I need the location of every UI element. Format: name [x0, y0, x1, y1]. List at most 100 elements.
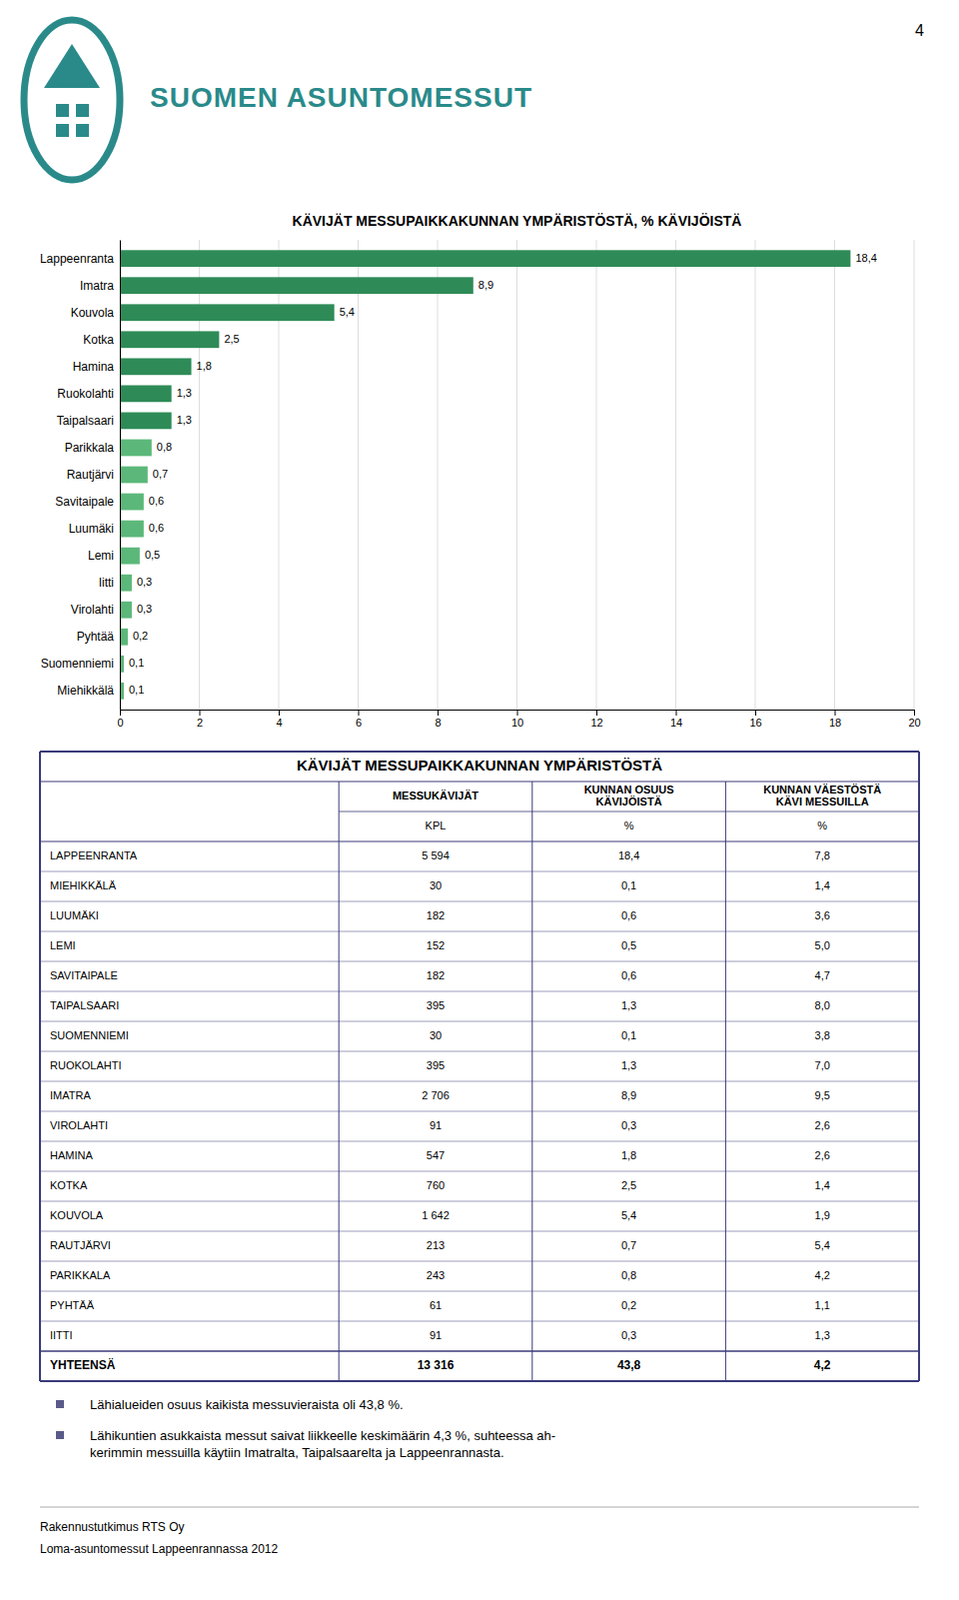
table-cell: 2,6	[815, 1118, 831, 1131]
bar	[119, 303, 335, 321]
table-cell: 4,2	[815, 1268, 831, 1281]
table-cell: 0,3	[621, 1118, 637, 1131]
table-cell: 7,8	[815, 849, 831, 862]
y-tick: Kotka	[82, 332, 120, 347]
x-tick: 14	[670, 709, 683, 729]
bar	[119, 330, 219, 348]
table-rule	[39, 1260, 920, 1262]
logo-window	[75, 123, 89, 137]
x-axis: 02468101214161820	[116, 709, 921, 729]
table-cell: 182	[426, 968, 445, 981]
table-cell: KOUVOLA	[49, 1208, 104, 1221]
footer-text: Loma-asuntomessut Lappeenrannassa 2012	[39, 1541, 278, 1556]
data-label: 8,9	[478, 278, 494, 291]
table-cell: 547	[426, 1148, 445, 1161]
table-rule	[39, 1140, 920, 1142]
bar	[119, 249, 851, 267]
y-tick-label: Taipalsaari	[56, 413, 114, 428]
bar	[119, 520, 144, 538]
table-cell: 5,0	[815, 939, 831, 952]
bar	[119, 439, 152, 457]
data-label: 0,6	[148, 521, 164, 534]
table-cell: 61	[429, 1298, 442, 1311]
table-rule	[39, 1080, 920, 1082]
table-cell: 91	[429, 1328, 442, 1341]
y-tick-label: Kouvola	[70, 305, 115, 320]
data-label: 18,4	[855, 251, 877, 264]
table-column-rule	[531, 781, 533, 1381]
table-cell: 0,1	[621, 879, 637, 892]
page-number: 4	[915, 21, 925, 39]
table-cell: 0,6	[621, 909, 637, 922]
x-tick: 2	[196, 709, 203, 729]
table-cell: 30	[429, 879, 442, 892]
x-tick-label: 10	[511, 716, 524, 729]
bar	[119, 493, 144, 511]
table-cell: 0,7	[621, 1238, 637, 1251]
table-rule	[39, 1110, 920, 1112]
y-tick-label: Savitaipale	[54, 494, 114, 509]
table-cell: 0,6	[621, 968, 637, 981]
table-cell: LAPPEENRANTA	[49, 849, 138, 862]
table-cell: 0,5	[621, 939, 637, 952]
grid	[119, 239, 915, 710]
y-tick-label: Virolahti	[70, 602, 114, 617]
table-cell: HAMINA	[49, 1148, 93, 1161]
y-tick: Savitaipale	[54, 494, 120, 509]
table-header: KUNNAN OSUUSKÄVIJÖISTÄ	[584, 783, 675, 808]
grid-line	[516, 239, 518, 710]
table-cell: 1,4	[815, 1178, 831, 1191]
table-cell: 1,9	[815, 1208, 831, 1221]
bars	[119, 249, 851, 699]
grid-line	[357, 239, 359, 710]
table-rule	[39, 781, 920, 783]
table-cell: 1,3	[815, 1328, 831, 1341]
table-cell: LEMI	[49, 939, 76, 952]
y-tick: Iitti	[98, 575, 120, 590]
bullets: Lähialueiden osuus kaikista messuvierais…	[55, 1396, 556, 1460]
bar	[119, 547, 140, 565]
y-tick-label: Kotka	[82, 332, 114, 347]
table-cell: 7,0	[815, 1058, 831, 1071]
data-labels: 18,48,95,42,51,81,31,30,80,70,60,60,50,3…	[128, 251, 878, 697]
table-total-cell: 13 316	[417, 1357, 455, 1372]
logo-window	[55, 103, 69, 117]
table-column-rule	[918, 751, 921, 1381]
table-cell: 91	[429, 1118, 442, 1131]
x-tick-mark	[596, 709, 598, 716]
table-cell: 760	[426, 1178, 445, 1191]
table: KÄVIJÄT MESSUPAIKKAKUNNAN YMPÄRISTÖSTÄME…	[39, 751, 920, 1381]
x-tick: 4	[275, 709, 282, 729]
table-cell: 2,5	[621, 1178, 637, 1191]
y-tick-label: Pyhtää	[76, 629, 115, 644]
footer-rule	[39, 1506, 920, 1508]
bullet-line: Lähikuntien asukkaista messut saivat lii…	[89, 1427, 556, 1443]
table-header-line: KÄVI MESSUILLA	[776, 795, 870, 808]
y-tick-label: Parikkala	[64, 440, 115, 455]
x-tick-mark	[914, 709, 916, 716]
table-cell: 182	[426, 909, 445, 922]
data-label: 0,1	[128, 683, 144, 696]
x-tick-label: 18	[829, 716, 842, 729]
table-cell: 9,5	[815, 1088, 831, 1101]
table-cell: 5,4	[815, 1238, 831, 1251]
table-cell: 3,6	[815, 909, 831, 922]
table-cell: KOTKA	[49, 1178, 88, 1191]
table-cell: LUUMÄKI	[49, 909, 99, 922]
y-tick-label: Iitti	[98, 575, 114, 590]
table-total-cell: 4,2	[814, 1357, 832, 1372]
table-rule	[39, 1230, 920, 1232]
x-tick-mark	[835, 709, 837, 716]
table-rule	[39, 960, 920, 962]
table-cell: 1,1	[815, 1298, 831, 1311]
data-label: 5,4	[339, 305, 355, 318]
x-tick-mark	[755, 709, 757, 716]
table-column-rule	[725, 781, 727, 1381]
table-rule	[39, 1170, 920, 1172]
table-cell: 1 642	[421, 1208, 450, 1221]
table-cell: PYHTÄÄ	[49, 1298, 95, 1311]
y-tick: Taipalsaari	[56, 413, 120, 428]
y-tick: Kouvola	[70, 305, 120, 320]
table-header-line: KUNNAN VÄESTÖSTÄ	[763, 783, 882, 796]
table-cell: 243	[426, 1268, 445, 1281]
